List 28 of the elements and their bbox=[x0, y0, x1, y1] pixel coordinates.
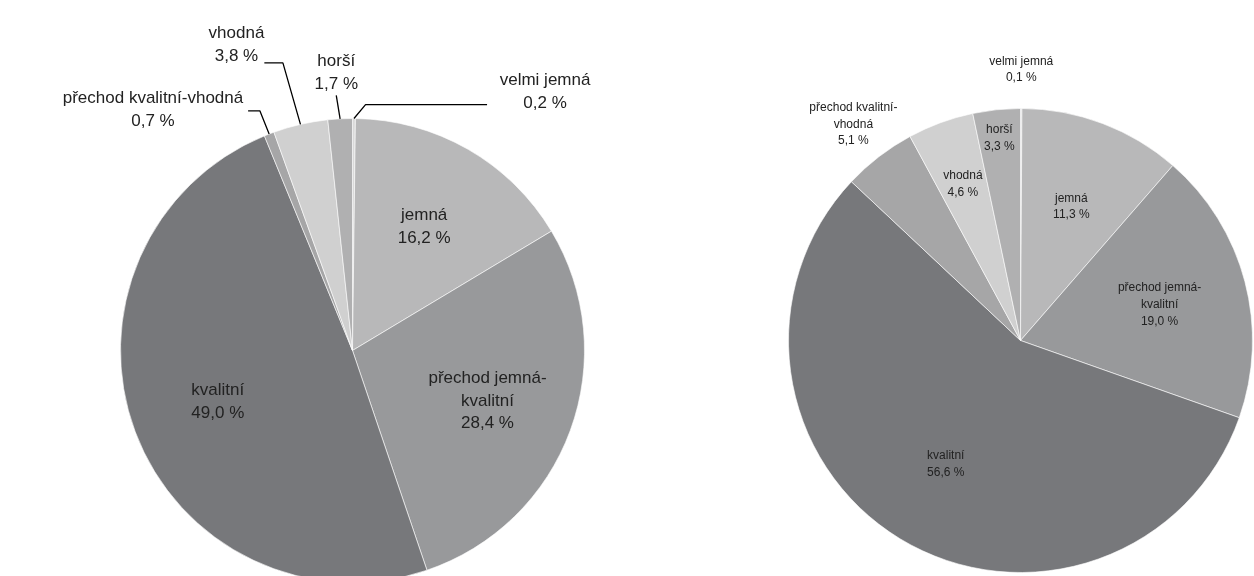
data-label: 49,0 % bbox=[191, 402, 245, 422]
data-label: 0,1 % bbox=[1005, 70, 1037, 85]
slice-label: přechod jemná-kvalitní bbox=[428, 367, 547, 410]
slice-label: přechod kvalitní-vhodná bbox=[62, 88, 244, 108]
slice-label: přechod kvalitní-vhodná bbox=[809, 99, 898, 131]
data-label: 11,3 % bbox=[1053, 207, 1090, 222]
slice-label: horší bbox=[317, 51, 356, 71]
slice-label: velmi jemná bbox=[499, 69, 591, 89]
slice-label: velmi jemná bbox=[989, 53, 1054, 68]
data-label: 5,1 % bbox=[838, 133, 870, 148]
slice-label: jemná bbox=[1054, 190, 1089, 205]
slice-label: přechod jemná-kvalitní bbox=[1117, 280, 1202, 311]
data-label: 3,8 % bbox=[214, 46, 259, 66]
data-label: 4,6 % bbox=[947, 185, 979, 200]
data-label: 3,3 % bbox=[984, 138, 1016, 153]
data-label: 28,4 % bbox=[461, 413, 514, 433]
data-label: 0,7 % bbox=[131, 111, 175, 131]
slice-label: kvalitní bbox=[927, 447, 966, 462]
slice-label: vhodná bbox=[208, 23, 265, 43]
slice-label: vhodná bbox=[943, 168, 983, 183]
data-label: 1,7 % bbox=[314, 74, 359, 93]
data-label: 0,2 % bbox=[523, 92, 567, 112]
slice-label: kvalitní bbox=[191, 380, 245, 400]
data-label: 16,2 % bbox=[397, 227, 451, 247]
data-label: 56,6 % bbox=[927, 464, 965, 479]
slice-label: jemná bbox=[400, 204, 448, 224]
data-label: 19,0 % bbox=[1140, 313, 1179, 328]
slice-label: horší bbox=[986, 122, 1014, 137]
